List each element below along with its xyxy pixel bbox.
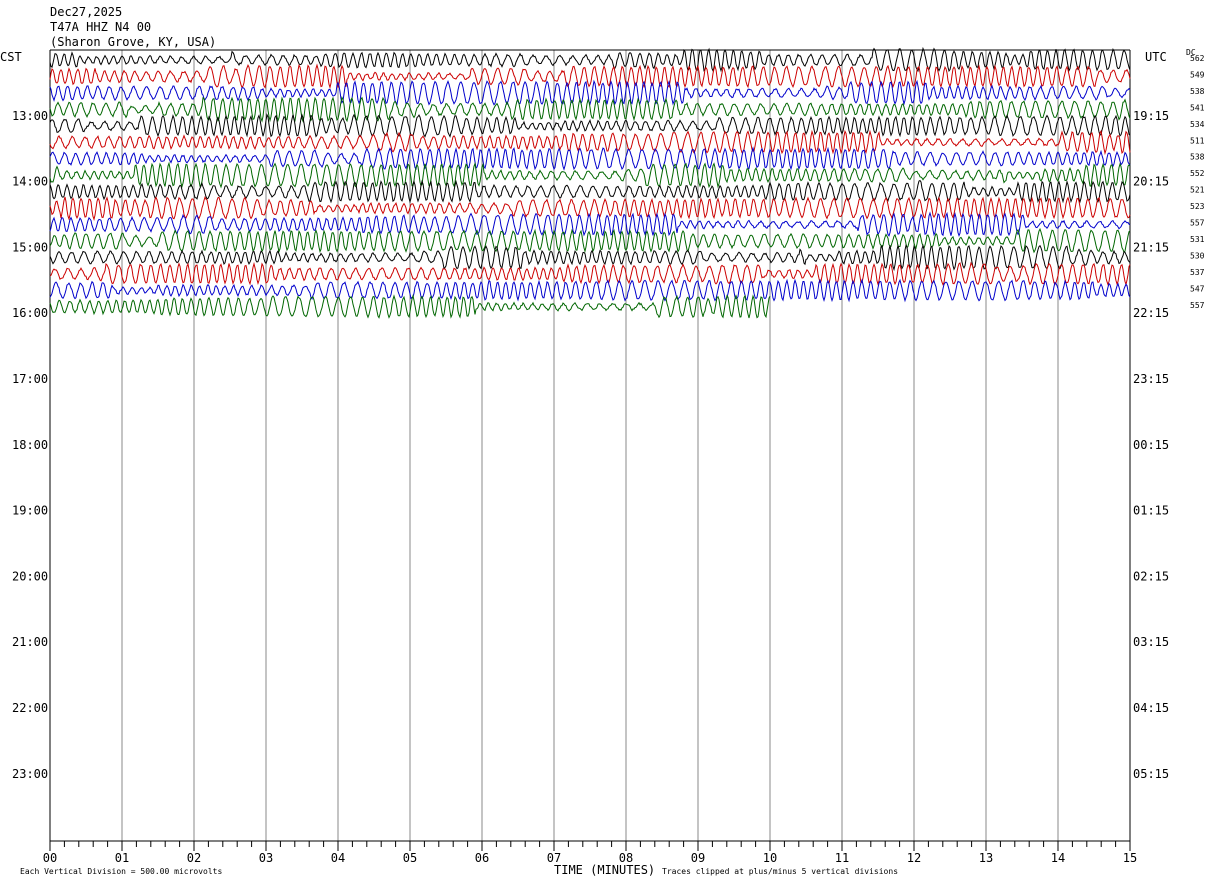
left-time-label: 18:00 [12,438,48,452]
clip-note: Traces clipped at plus/minus 5 vertical … [662,867,899,876]
dc-offset-label: 534 [1190,120,1205,129]
left-time-label: 20:00 [12,569,48,583]
left-time-label: 14:00 [12,175,48,189]
x-tick-label: 11 [835,851,849,865]
dc-offset-label: 557 [1190,301,1205,310]
x-tick-label: 03 [259,851,273,865]
right-time-label: 23:15 [1133,372,1169,386]
x-tick-label: 12 [907,851,921,865]
seismic-trace [49,278,1131,303]
left-time-label: 16:00 [12,306,48,320]
header-location: (Sharon Grove, KY, USA) [50,35,217,49]
right-time-label: 05:15 [1133,767,1169,781]
right-time-label: 03:15 [1133,635,1169,649]
dc-offset-label: 511 [1190,136,1205,145]
seismic-trace [49,179,1131,204]
left-time-label: 17:00 [12,372,48,386]
left-time-label: 19:00 [12,504,48,518]
dc-offset-label: 531 [1190,235,1205,244]
seismic-trace [49,227,1131,254]
x-tick-label: 09 [691,851,705,865]
x-tick-label: 15 [1123,851,1137,865]
x-tick-label: 04 [331,851,345,865]
dc-offset-label: 552 [1190,169,1205,178]
right-zone-label: UTC [1145,50,1167,64]
seismic-trace [49,79,1131,106]
left-time-label: 13:00 [12,109,48,123]
dc-offset-label: 562 [1190,54,1205,63]
dc-offset-label: 521 [1190,186,1205,195]
dc-offset-label: 549 [1190,70,1205,79]
dc-offset-label: 557 [1190,219,1205,228]
x-axis-title: TIME (MINUTES) [554,863,656,877]
seismic-trace [49,113,1131,138]
dc-offset-label: 530 [1190,251,1205,260]
dc-offset-label: 537 [1190,268,1205,277]
scale-note: Each Vertical Division = 500.00 microvol… [20,867,223,876]
x-tick-label: 10 [763,851,777,865]
seismic-trace [49,146,1131,171]
x-tick-label: 08 [619,851,633,865]
dc-offset-label: 547 [1190,284,1205,293]
left-zone-label: CST [0,50,22,64]
header-date: Dec27,2025 [50,5,123,19]
x-tick-label: 02 [187,851,201,865]
left-time-label: 21:00 [12,635,48,649]
seismic-trace [49,46,1131,73]
right-time-label: 22:15 [1133,306,1169,320]
seismic-trace [49,161,1131,189]
left-time-label: 15:00 [12,240,48,254]
left-time-label: 22:00 [12,701,48,715]
seismic-trace [49,261,1131,287]
right-time-label: 01:15 [1133,504,1169,518]
right-time-label: 04:15 [1133,701,1169,715]
header-station: T47A HHZ N4 00 [50,20,152,34]
dc-offset-label: 538 [1190,153,1205,162]
left-time-label: 23:00 [12,767,48,781]
dc-offset-label: 538 [1190,87,1205,96]
x-tick-label: 07 [547,851,561,865]
seismic-trace [49,95,1131,123]
right-time-label: 20:15 [1133,175,1169,189]
seismic-trace [49,129,1131,156]
dc-offset-label: 523 [1190,202,1205,211]
x-tick-label: 05 [403,851,417,865]
dc-label: DC [1186,48,1196,57]
x-tick-label: 06 [475,851,489,865]
right-time-label: 19:15 [1133,109,1169,123]
right-time-label: 21:15 [1133,240,1169,254]
x-tick-label: 13 [979,851,993,865]
right-time-label: 02:15 [1133,569,1169,583]
right-time-label: 00:15 [1133,438,1169,452]
seismic-trace [49,293,771,319]
seismic-trace [49,243,1131,272]
seismic-trace [49,211,1131,238]
x-tick-label: 14 [1051,851,1065,865]
x-tick-label: 00 [43,851,57,865]
dc-offset-label: 541 [1190,103,1205,112]
x-tick-label: 01 [115,851,129,865]
